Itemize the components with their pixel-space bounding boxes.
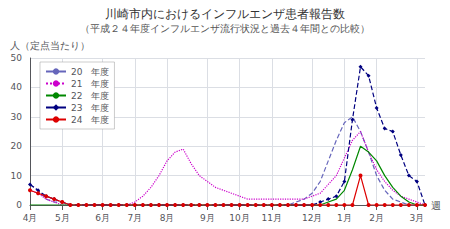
svg-text:30: 30 xyxy=(11,112,23,122)
svg-text:1月: 1月 xyxy=(337,213,352,223)
svg-text:10: 10 xyxy=(11,171,23,181)
svg-text:川崎市内におけるインフルエンザ患者報告数: 川崎市内におけるインフルエンザ患者報告数 xyxy=(105,7,345,21)
svg-text:40: 40 xyxy=(11,82,23,92)
svg-text:11月: 11月 xyxy=(262,213,282,223)
svg-text:22 年度: 22 年度 xyxy=(71,91,109,101)
svg-text:人（定点当たり）: 人（定点当たり） xyxy=(10,40,90,51)
svg-text:7月: 7月 xyxy=(127,213,142,223)
svg-text:8月: 8月 xyxy=(160,213,175,223)
svg-text:24 年度: 24 年度 xyxy=(71,115,109,125)
svg-text:21 年度: 21 年度 xyxy=(71,79,109,89)
svg-text:20: 20 xyxy=(11,141,23,151)
svg-text:2月: 2月 xyxy=(369,213,384,223)
svg-text:6月: 6月 xyxy=(95,213,110,223)
svg-text:4月: 4月 xyxy=(23,213,38,223)
svg-text:12月: 12月 xyxy=(302,213,322,223)
svg-text:9月: 9月 xyxy=(200,213,215,223)
svg-text:50: 50 xyxy=(11,53,23,63)
svg-text:5月: 5月 xyxy=(55,213,70,223)
svg-text:（平成２４年度インフルエンザ流行状況と過去４年間との比較）: （平成２４年度インフルエンザ流行状況と過去４年間との比較） xyxy=(80,23,370,34)
svg-text:0: 0 xyxy=(16,200,22,210)
svg-text:10月: 10月 xyxy=(229,213,249,223)
svg-text:20 年度: 20 年度 xyxy=(71,67,109,77)
svg-text:週: 週 xyxy=(431,200,441,211)
svg-text:23 年度: 23 年度 xyxy=(71,103,109,113)
svg-text:3月: 3月 xyxy=(410,213,425,223)
